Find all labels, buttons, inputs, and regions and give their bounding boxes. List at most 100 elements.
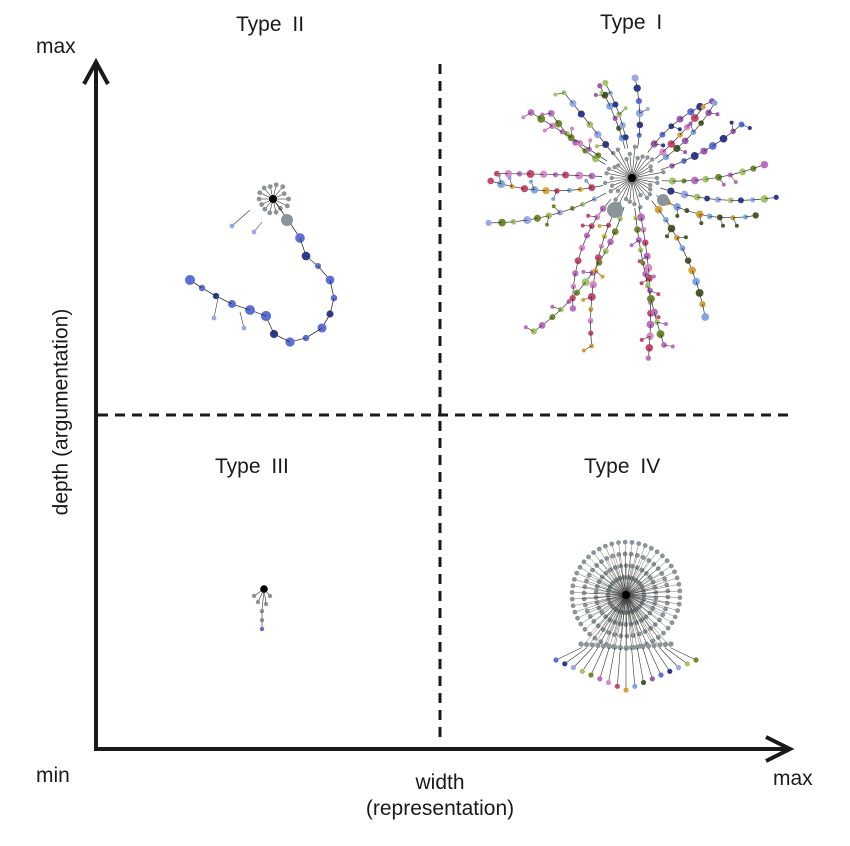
network-node xyxy=(588,138,592,142)
network-node xyxy=(643,543,648,548)
network-type-1 xyxy=(486,74,779,360)
network-node xyxy=(543,129,547,133)
network-node xyxy=(716,112,720,116)
network-node xyxy=(615,684,620,689)
network-node xyxy=(650,157,654,161)
network-root-node xyxy=(269,195,277,203)
network-node xyxy=(685,661,690,666)
network-type-4 xyxy=(553,540,698,693)
network-node xyxy=(679,245,685,251)
network-node xyxy=(578,641,583,646)
network-node xyxy=(612,228,619,235)
network-node xyxy=(605,556,610,561)
network-node xyxy=(671,345,675,349)
network-node xyxy=(683,150,687,154)
network-node xyxy=(646,558,651,563)
network-edge xyxy=(626,595,649,648)
network-node xyxy=(595,144,599,148)
network-node xyxy=(274,182,279,187)
network-node xyxy=(649,546,654,551)
network-node xyxy=(607,167,611,171)
network-node xyxy=(282,191,287,196)
network-node xyxy=(586,214,590,218)
network-node xyxy=(673,615,678,620)
network-edge xyxy=(671,648,696,660)
network-node xyxy=(584,642,589,647)
network-type-2 xyxy=(185,182,337,346)
network-node xyxy=(665,601,670,606)
network-node xyxy=(649,168,653,172)
network-node xyxy=(665,589,670,594)
network-node xyxy=(638,193,642,197)
network-node xyxy=(666,626,671,631)
network-node xyxy=(529,180,533,184)
network-node xyxy=(721,224,725,228)
network-node xyxy=(581,224,585,228)
network-node xyxy=(624,563,629,568)
network-node xyxy=(663,642,668,647)
network-node xyxy=(647,295,655,303)
network-edge xyxy=(617,648,620,686)
network-node xyxy=(486,220,492,226)
network-node xyxy=(570,583,575,588)
network-node xyxy=(677,589,682,594)
network-node xyxy=(581,298,585,302)
network-node xyxy=(562,661,567,666)
network-node xyxy=(677,582,682,587)
network-node xyxy=(551,197,555,201)
network-node xyxy=(553,93,557,97)
network-node xyxy=(722,183,726,187)
network-graphs xyxy=(185,74,779,692)
network-node xyxy=(582,584,587,589)
network-node xyxy=(656,635,661,640)
network-node xyxy=(712,100,718,106)
network-node xyxy=(597,83,602,88)
network-node xyxy=(586,555,591,560)
network-node xyxy=(573,610,578,615)
network-node xyxy=(632,202,636,206)
network-node xyxy=(676,665,681,670)
network-node xyxy=(570,597,575,602)
network-edge xyxy=(591,648,604,675)
network-node xyxy=(618,633,623,638)
network-node xyxy=(578,622,583,627)
network-node xyxy=(648,164,652,168)
network-node xyxy=(609,542,614,547)
network-node xyxy=(720,135,728,143)
x-axis-max-label: max xyxy=(773,768,813,789)
network-node xyxy=(629,552,634,557)
network-node xyxy=(699,221,703,225)
network-node xyxy=(494,171,500,177)
network-node xyxy=(260,627,264,631)
network-node xyxy=(595,643,600,648)
network-node xyxy=(652,275,656,279)
network-node xyxy=(595,152,601,158)
network-node xyxy=(609,189,613,193)
network-node xyxy=(575,616,580,621)
network-node xyxy=(623,622,628,627)
network-node xyxy=(545,223,549,227)
network-edge xyxy=(637,648,643,683)
network-node xyxy=(597,547,602,552)
network-node xyxy=(735,224,739,228)
network-node xyxy=(264,602,268,606)
network-node xyxy=(603,181,607,185)
network-node xyxy=(487,178,494,185)
network-node xyxy=(606,680,611,685)
network-node xyxy=(665,234,669,238)
network-node xyxy=(581,270,585,274)
network-edge xyxy=(582,648,598,671)
network-node xyxy=(580,669,585,674)
network-edge xyxy=(232,210,250,226)
network-node xyxy=(648,192,652,196)
network-node xyxy=(252,594,256,598)
network-node xyxy=(661,170,665,174)
network-node xyxy=(570,590,575,595)
network-node xyxy=(624,197,628,201)
network-edge xyxy=(626,584,679,595)
network-node xyxy=(640,338,644,342)
network-node xyxy=(657,315,661,319)
network-node xyxy=(570,127,574,131)
network-node xyxy=(572,577,577,582)
network-node xyxy=(550,305,554,309)
